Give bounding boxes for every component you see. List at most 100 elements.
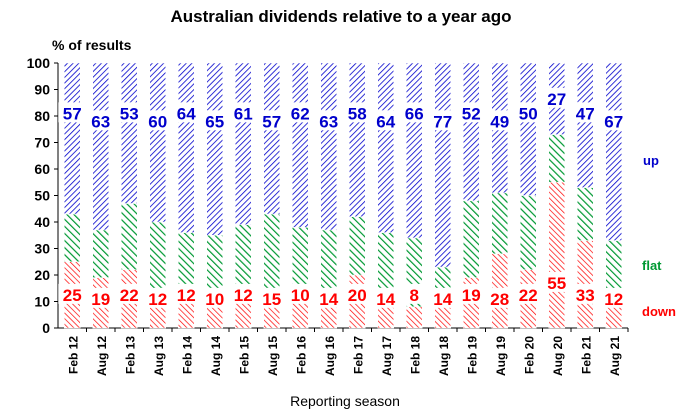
x-tick-label: Aug 17 bbox=[380, 336, 394, 376]
bar-flat bbox=[434, 266, 451, 292]
x-tick-label: Aug 14 bbox=[209, 336, 223, 376]
data-label-bg bbox=[514, 102, 543, 123]
data-label-down: 19 bbox=[462, 286, 481, 305]
data-label-up: 66 bbox=[405, 104, 424, 123]
bar-up bbox=[434, 62, 451, 268]
bar-up bbox=[577, 62, 594, 188]
x-tick-label: Aug 15 bbox=[266, 336, 280, 376]
bar-down bbox=[548, 182, 565, 329]
x-tick-label: Feb 12 bbox=[66, 336, 80, 374]
data-label-down: 14 bbox=[376, 290, 395, 309]
data-label-up: 77 bbox=[433, 112, 452, 131]
data-label-bg bbox=[343, 102, 372, 123]
data-label-down: 28 bbox=[490, 290, 509, 309]
y-tick-label: 60 bbox=[34, 161, 50, 177]
data-label-bg bbox=[514, 283, 543, 304]
data-label-bg bbox=[571, 283, 600, 304]
data-label-up: 53 bbox=[120, 104, 139, 123]
bar-up bbox=[463, 62, 480, 202]
data-label-up: 47 bbox=[576, 104, 595, 123]
bar-up bbox=[235, 62, 252, 225]
data-label-down: 15 bbox=[262, 290, 281, 309]
data-label-up: 63 bbox=[319, 112, 338, 131]
bar-down bbox=[292, 301, 309, 329]
bar-up bbox=[263, 62, 280, 215]
data-label-down: 12 bbox=[604, 290, 623, 309]
data-label-bg bbox=[172, 283, 201, 304]
bar-flat bbox=[491, 192, 508, 255]
data-label-bg bbox=[58, 102, 87, 123]
data-label-bg bbox=[200, 287, 229, 308]
bar-flat bbox=[92, 229, 109, 278]
data-label-bg bbox=[86, 287, 115, 308]
bar-flat bbox=[349, 216, 366, 276]
data-label-up: 58 bbox=[348, 104, 367, 123]
data-label-up: 50 bbox=[519, 104, 538, 123]
data-label-up: 57 bbox=[63, 104, 82, 123]
bar-flat bbox=[577, 187, 594, 241]
data-label-up: 57 bbox=[262, 112, 281, 131]
x-tick-label: Feb 13 bbox=[123, 336, 137, 374]
bar-up bbox=[349, 62, 366, 217]
data-label-down: 20 bbox=[348, 286, 367, 305]
y-tick-label: 30 bbox=[34, 241, 50, 257]
data-label-bg bbox=[542, 271, 571, 292]
bar-up bbox=[406, 62, 423, 239]
bar-flat bbox=[520, 195, 537, 270]
data-label-bg bbox=[400, 102, 429, 123]
data-label-bg bbox=[229, 102, 258, 123]
y-tick-label: 70 bbox=[34, 135, 50, 151]
legend-flat: flat bbox=[642, 258, 662, 273]
y-tick-label: 100 bbox=[27, 55, 51, 71]
x-tick-label: Feb 18 bbox=[408, 336, 422, 374]
x-tick-label: Aug 12 bbox=[95, 336, 109, 376]
y-axis-label: % of results bbox=[52, 37, 132, 53]
data-label-bg bbox=[457, 102, 486, 123]
bar-flat bbox=[548, 134, 565, 183]
data-label-down: 22 bbox=[120, 286, 139, 305]
y-tick-label: 80 bbox=[34, 108, 50, 124]
legend-up: up bbox=[643, 153, 659, 168]
x-tick-label: Feb 14 bbox=[180, 336, 194, 374]
x-tick-label: Aug 19 bbox=[494, 336, 508, 376]
data-label-bg bbox=[115, 283, 144, 304]
data-label-bg bbox=[371, 110, 400, 131]
data-label-bg bbox=[314, 287, 343, 308]
x-tick-label: Feb 17 bbox=[351, 336, 365, 374]
data-label-up: 62 bbox=[291, 104, 310, 123]
bar-up bbox=[121, 62, 138, 204]
data-label-down: 14 bbox=[433, 290, 452, 309]
bar-up bbox=[320, 62, 337, 231]
data-label-up: 60 bbox=[148, 112, 167, 131]
y-tick-label: 50 bbox=[34, 188, 50, 204]
data-label-down: 12 bbox=[234, 286, 253, 305]
x-axis-label: Reporting season bbox=[290, 393, 400, 409]
x-tick-label: Feb 19 bbox=[465, 336, 479, 374]
y-tick-label: 0 bbox=[42, 320, 50, 336]
data-label-down: 33 bbox=[576, 286, 595, 305]
data-label-up: 63 bbox=[91, 112, 110, 131]
data-label-bg bbox=[485, 287, 514, 308]
x-tick-label: Aug 21 bbox=[608, 336, 622, 376]
data-label-down: 55 bbox=[547, 274, 566, 293]
data-label-bg bbox=[58, 283, 87, 304]
data-label-bg bbox=[343, 283, 372, 304]
data-label-bg bbox=[406, 283, 423, 304]
data-label-down: 12 bbox=[148, 290, 167, 309]
y-tick-label: 10 bbox=[34, 294, 50, 310]
data-label-down: 19 bbox=[91, 290, 110, 309]
x-tick-label: Aug 16 bbox=[323, 336, 337, 376]
bar-up bbox=[605, 62, 622, 241]
data-label-bg bbox=[457, 283, 486, 304]
data-label-bg bbox=[200, 110, 229, 131]
data-label-up: 52 bbox=[462, 104, 481, 123]
bar-up bbox=[149, 62, 166, 223]
bar-down bbox=[406, 306, 423, 329]
bar-flat bbox=[121, 203, 138, 270]
y-tick-label: 40 bbox=[34, 214, 50, 230]
data-label-up: 64 bbox=[376, 112, 395, 131]
bar-flat bbox=[320, 229, 337, 292]
x-tick-label: Aug 20 bbox=[551, 336, 565, 376]
y-tick-label: 20 bbox=[34, 267, 50, 283]
